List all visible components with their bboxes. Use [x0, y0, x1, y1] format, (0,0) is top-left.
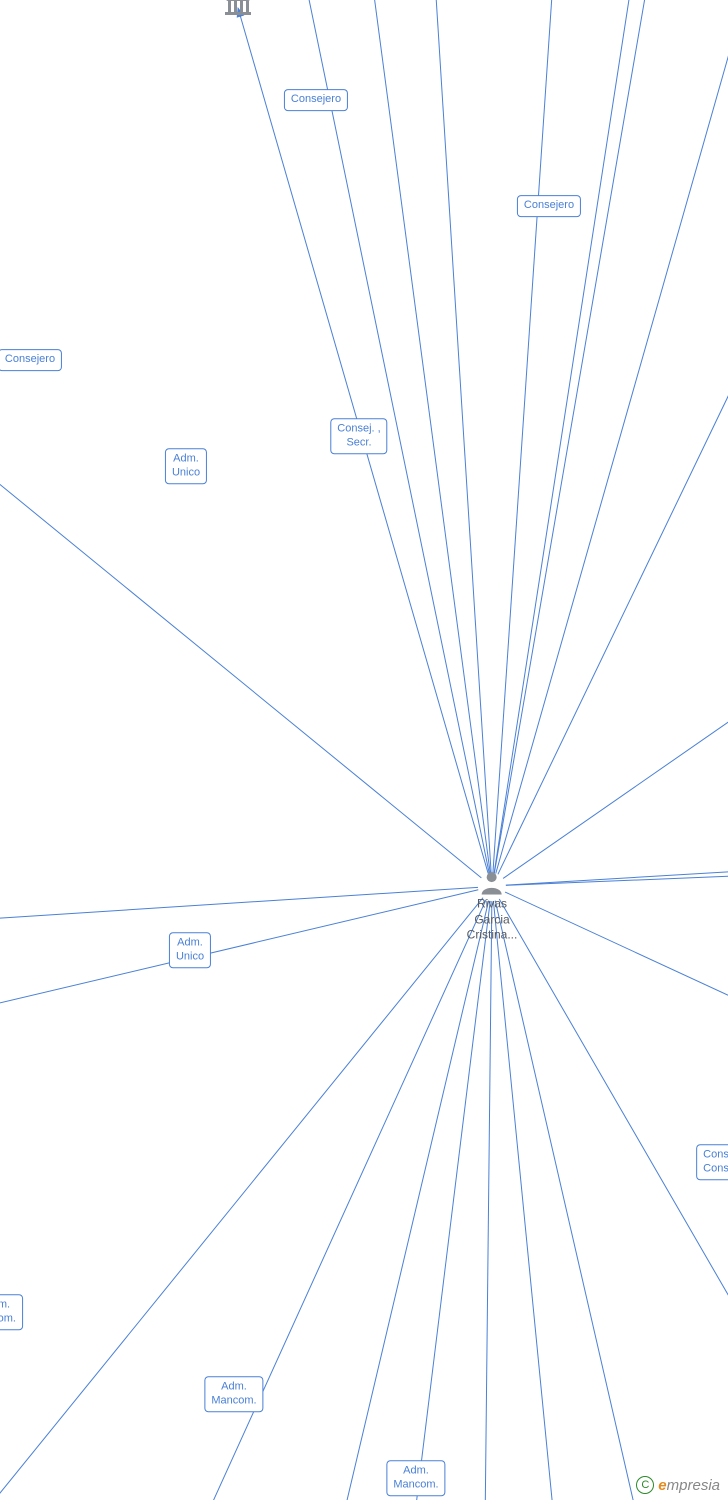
- edge-e17: [485, 901, 492, 1500]
- edge-e7: [494, 0, 648, 873]
- edge-e4: [435, 0, 491, 873]
- edge-e23: [0, 887, 478, 920]
- edge-e6: [494, 0, 632, 873]
- edge-e24: [0, 460, 481, 878]
- edges-layer: [0, 0, 728, 1500]
- edge-e15: [495, 901, 640, 1500]
- edge-e9: [498, 330, 728, 874]
- network-canvas[interactable]: Consejero Consejero Consejero Consej. , Sec…: [0, 0, 728, 1500]
- center-person-node[interactable]: Rivas Garcia Cristina...: [467, 871, 518, 944]
- edge-label[interactable]: Adm. Mancom.: [204, 1376, 263, 1412]
- edge-e13: [505, 892, 728, 1010]
- edge-e3: [372, 0, 490, 873]
- edge-e14: [499, 899, 728, 1350]
- brand-rest: mpresia: [667, 1477, 720, 1494]
- edge-e16: [493, 901, 555, 1500]
- edge-e18: [413, 901, 490, 1500]
- edge-e5: [493, 0, 553, 873]
- copyright-icon: C: [636, 1476, 654, 1494]
- node-label: Rivas Garcia Cristina...: [467, 897, 518, 942]
- edge-label[interactable]: Consejero: [0, 349, 62, 371]
- edge-e19: [340, 901, 489, 1500]
- edge-label[interactable]: m. com.: [0, 1294, 23, 1330]
- edge-label[interactable]: Consejero: [517, 195, 581, 217]
- edge-e10: [503, 700, 728, 878]
- brand-first-letter: e: [658, 1477, 666, 1494]
- building-node[interactable]: [223, 0, 253, 17]
- edge-label[interactable]: Adm. Unico: [169, 932, 211, 968]
- edge-label[interactable]: Adm. Mancom.: [386, 1460, 445, 1496]
- edge-label[interactable]: Consejero: [284, 89, 348, 111]
- edge-label[interactable]: Adm. Unico: [165, 448, 207, 484]
- edge-e8: [496, 0, 728, 874]
- building-icon: [223, 0, 253, 15]
- edge-label[interactable]: Consej. , Secr.: [330, 418, 387, 454]
- edge-e12: [506, 875, 728, 885]
- watermark: C empresia: [636, 1476, 720, 1494]
- person-icon: [467, 871, 518, 895]
- edge-label[interactable]: Cons Cons: [696, 1144, 728, 1180]
